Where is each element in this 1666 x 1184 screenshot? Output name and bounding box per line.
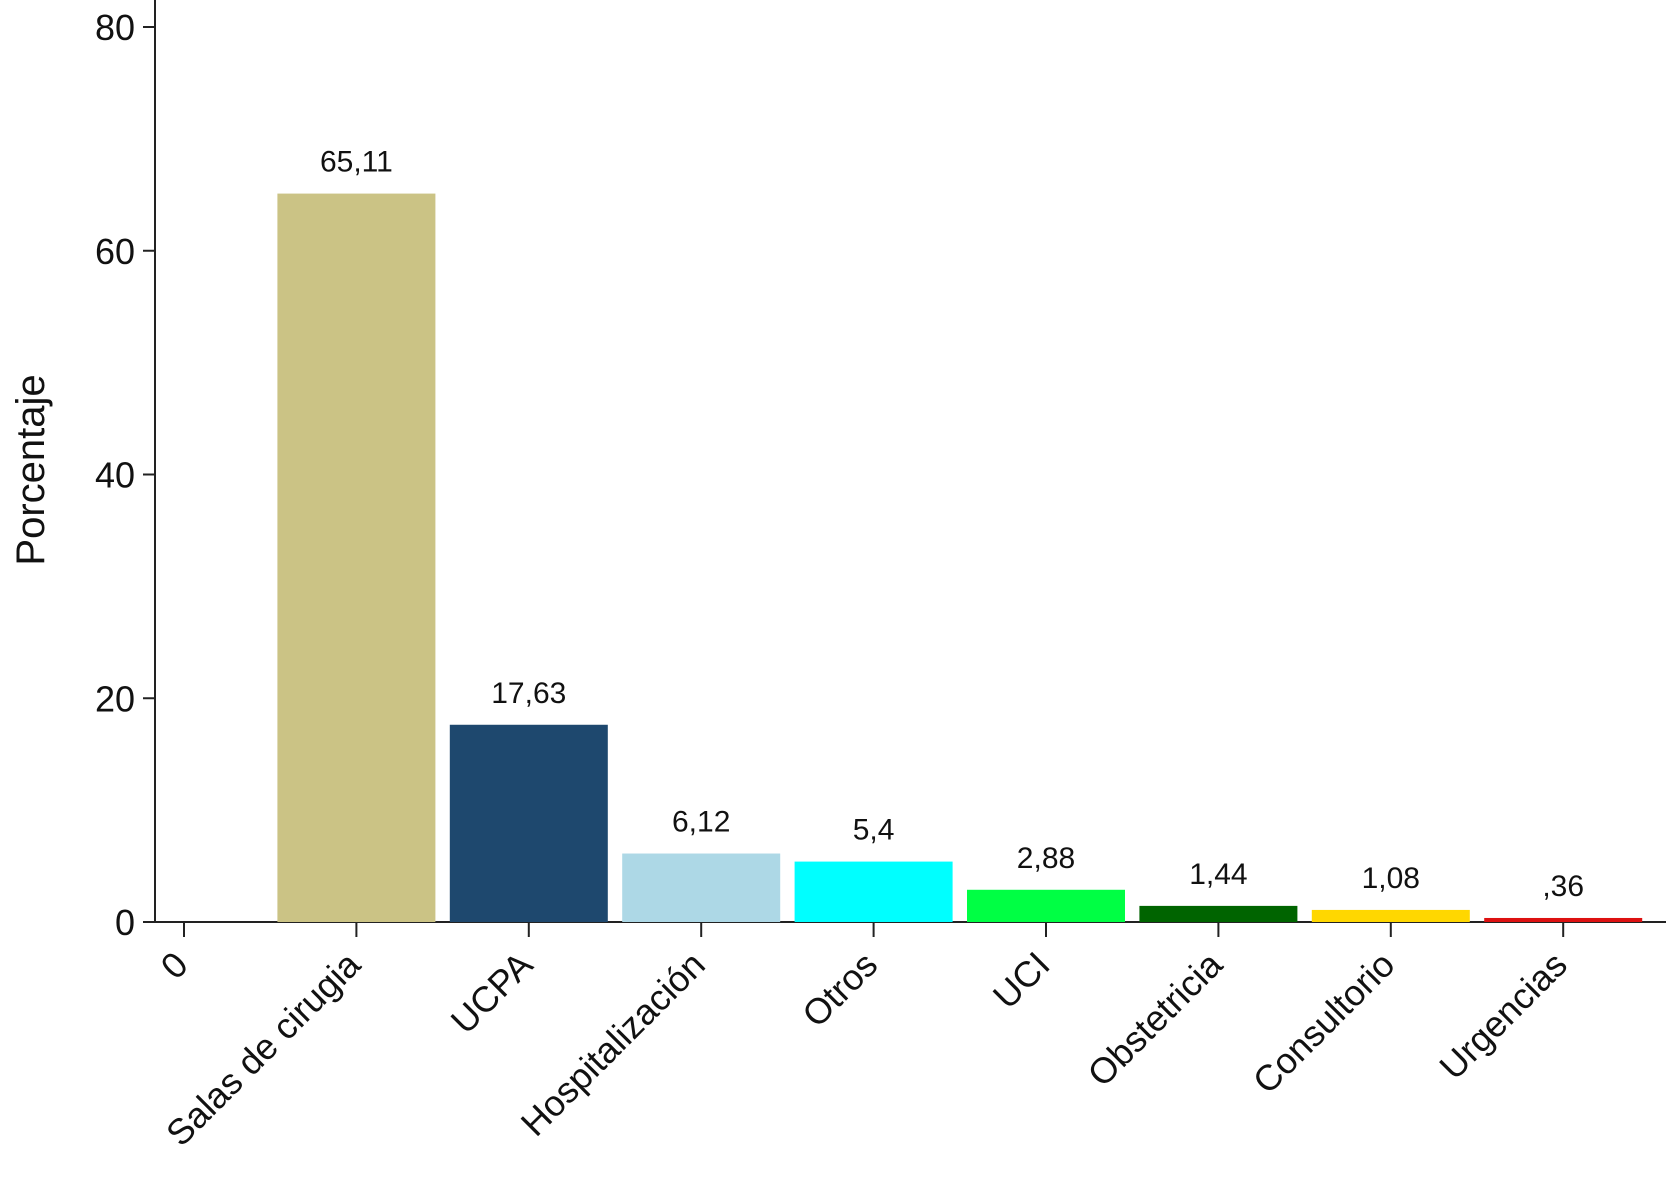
x-tick-label: Consultorio [1245,944,1403,1102]
bar [794,861,953,922]
bar-value-label: ,36 [1542,870,1584,903]
bar [1139,905,1298,922]
y-tick-label: 0 [115,902,135,943]
bar-value-label: 5,4 [853,814,895,847]
bar-value-label: 1,08 [1362,862,1420,895]
bar [1484,917,1643,922]
bar [449,724,608,922]
bars [277,193,1643,922]
bar [1311,909,1470,922]
x-tick-label: Obstetricia [1079,943,1230,1094]
x-tick-label: Otros [794,944,885,1035]
y-tick-label: 80 [95,7,135,48]
y-tick-label: 60 [95,231,135,272]
x-tick-label: UCI [985,944,1058,1017]
x-tick-label: Hospitalización [513,944,713,1144]
x-tick-label: 0 [153,944,196,987]
bar-value-label: 17,63 [491,677,566,710]
y-axis-title: Porcentaje [9,374,53,565]
bar-value-label: 2,88 [1017,842,1075,875]
y-tick-label: 20 [95,678,135,719]
bar [277,193,436,922]
value-labels: 65,11 17,63 6,12 5,4 2,88 1,44 1,08 ,36 [320,146,1584,903]
y-axis-ticks: 0 20 40 60 80 [95,7,155,943]
x-tick-label: Urgencias [1431,944,1575,1088]
bar-value-label: 1,44 [1189,858,1247,891]
x-tick-label: UCPA [443,944,541,1042]
bar [622,853,781,922]
bar-value-label: 65,11 [320,146,393,179]
y-tick-label: 40 [95,455,135,496]
bar-value-label: 6,12 [672,806,730,839]
bar [967,889,1125,922]
